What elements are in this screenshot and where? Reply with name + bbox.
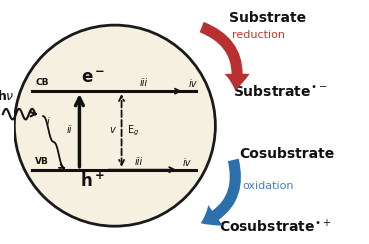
Text: reduction: reduction [232, 30, 285, 40]
Text: $\mathbf{h^+}$: $\mathbf{h^+}$ [80, 172, 105, 191]
Text: i: i [47, 117, 49, 127]
Text: oxidation: oxidation [242, 181, 294, 191]
Text: iv: iv [189, 79, 197, 89]
Text: v: v [109, 125, 115, 135]
Text: E$_g$: E$_g$ [127, 123, 139, 138]
Circle shape [14, 25, 215, 226]
Text: iii: iii [135, 157, 143, 167]
Text: Substrate: Substrate [230, 11, 307, 25]
Text: Cosubstrate$^{\bullet+}$: Cosubstrate$^{\bullet+}$ [219, 218, 331, 235]
Text: VB: VB [35, 157, 49, 166]
Text: $\mathbf{e^-}$: $\mathbf{e^-}$ [81, 68, 105, 86]
Text: ii: ii [66, 125, 72, 135]
Text: Cosubstrate: Cosubstrate [239, 147, 335, 161]
Text: iii: iii [139, 78, 148, 88]
Text: h$\nu$: h$\nu$ [0, 89, 15, 103]
FancyArrowPatch shape [201, 159, 241, 225]
Text: CB: CB [35, 78, 49, 87]
Text: iv: iv [183, 158, 192, 168]
Text: Substrate$^{\bullet-}$: Substrate$^{\bullet-}$ [234, 83, 328, 99]
FancyArrowPatch shape [200, 22, 249, 90]
